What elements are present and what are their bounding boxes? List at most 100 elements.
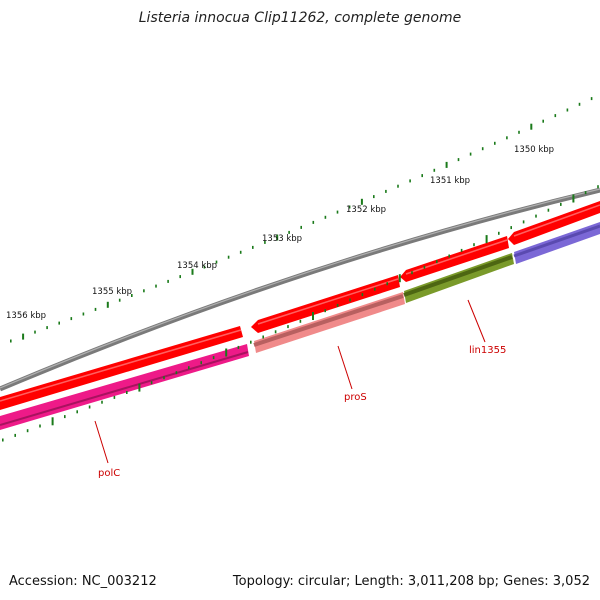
ruler-tick	[239, 250, 242, 254]
inner-tick	[460, 248, 463, 252]
ruler-tick	[494, 141, 496, 145]
inner-tick	[188, 366, 190, 370]
ruler-tick	[506, 136, 508, 140]
ruler-tick	[70, 317, 73, 321]
inner-tick	[473, 243, 475, 247]
inner-tick	[349, 298, 351, 302]
ruler-tick	[421, 174, 423, 178]
inner-tick	[200, 361, 202, 365]
inner-tick	[126, 391, 128, 394]
ruler-tick	[312, 220, 315, 224]
ruler-tick	[155, 284, 157, 288]
ruler-tick	[481, 147, 484, 151]
ruler-tick	[373, 195, 375, 199]
map-title: Listeria innocua Clip11262, complete gen…	[138, 10, 462, 26]
ruler-tick	[300, 225, 302, 229]
inner-tick	[39, 424, 41, 428]
genome-stats: Topology: circular; Length: 3,011,208 bp…	[232, 574, 590, 589]
ruler-tick	[215, 260, 218, 264]
inner-tick	[212, 356, 215, 360]
ruler-tick	[469, 152, 472, 156]
ruler-tick	[252, 245, 254, 249]
leader-line-lin1355	[467, 299, 486, 343]
inner-tick	[225, 348, 228, 357]
inner-tick	[312, 312, 314, 320]
gene-label-polC: polC	[98, 468, 120, 479]
ruler-tick	[542, 119, 544, 123]
tick-label-1355: 1355 kbp	[92, 287, 132, 297]
inner-tick	[175, 371, 178, 375]
inner-tick	[374, 287, 376, 291]
inner-tick	[250, 340, 252, 344]
inner-tick	[101, 400, 103, 404]
inner-tick	[51, 417, 54, 426]
gene-block-polC[interactable]	[0, 344, 249, 430]
inner-tick	[572, 194, 575, 203]
ruler-tick	[457, 158, 460, 162]
ruler-tick	[360, 198, 363, 205]
ruler-tick	[445, 161, 448, 168]
inner-tick	[411, 271, 413, 275]
ruler-tick	[336, 210, 339, 214]
inner-tick	[262, 335, 264, 339]
inner-tick	[423, 265, 426, 269]
gene-label-lin1355: lin1355	[469, 345, 506, 356]
tick-label-1356: 1356 kbp	[6, 311, 46, 321]
ruler-tick	[167, 279, 169, 283]
inner-tick	[498, 231, 500, 235]
inner-tick	[2, 438, 4, 442]
inner-tick	[324, 309, 326, 313]
inner-tick	[398, 274, 401, 283]
inner-tick	[547, 208, 550, 212]
inner-tick	[361, 293, 364, 297]
inner-tick	[510, 226, 512, 230]
ruler-tick	[118, 298, 121, 302]
ruler-tick	[191, 268, 194, 275]
ruler-tick	[10, 339, 12, 343]
gene-blocks	[0, 222, 600, 430]
inner-tick	[88, 405, 91, 409]
ruler-tick	[530, 123, 533, 130]
genome-backbone	[0, 187, 600, 392]
forward-gene-4[interactable]	[508, 201, 600, 245]
inner-tick	[448, 254, 450, 258]
inner-tick	[560, 202, 562, 206]
inner-tick	[138, 383, 141, 392]
ruler-tick	[276, 234, 279, 241]
ruler-dots	[10, 97, 593, 343]
ruler-tick	[288, 230, 290, 234]
ruler-tick	[433, 168, 436, 172]
forward-gene-3[interactable]	[400, 236, 509, 282]
inner-tick	[64, 415, 66, 419]
ruler-tick	[324, 215, 327, 219]
inner-tick	[485, 235, 488, 244]
inner-tick	[386, 282, 388, 286]
ruler-tick	[46, 326, 48, 330]
forward-gene-2[interactable]	[251, 275, 400, 333]
ruler-tick	[58, 321, 60, 325]
inner-tick	[287, 325, 289, 329]
ruler-tick	[82, 312, 85, 316]
tick-label-1354: 1354 kbp	[177, 261, 217, 271]
ruler-tick	[348, 205, 351, 209]
ruler-tick	[590, 97, 593, 101]
ruler-tick	[554, 114, 557, 118]
ruler-tick	[385, 189, 387, 193]
ruler-tick	[409, 179, 411, 183]
inner-ticks	[2, 185, 599, 442]
leader-line-proS	[337, 345, 353, 390]
ruler-tick	[227, 255, 230, 259]
ruler-tick	[578, 102, 581, 106]
ruler-tick	[397, 184, 399, 188]
inner-tick	[237, 345, 240, 349]
inner-tick	[14, 433, 16, 437]
tick-label-1351: 1351 kbp	[430, 176, 470, 186]
ruler-tick	[34, 330, 36, 334]
inner-tick	[522, 220, 525, 224]
inner-tick	[336, 303, 339, 307]
gene-label-proS: proS	[344, 392, 367, 403]
inner-tick	[113, 395, 116, 399]
ruler-tick	[203, 265, 206, 269]
ruler-tick	[264, 240, 266, 244]
